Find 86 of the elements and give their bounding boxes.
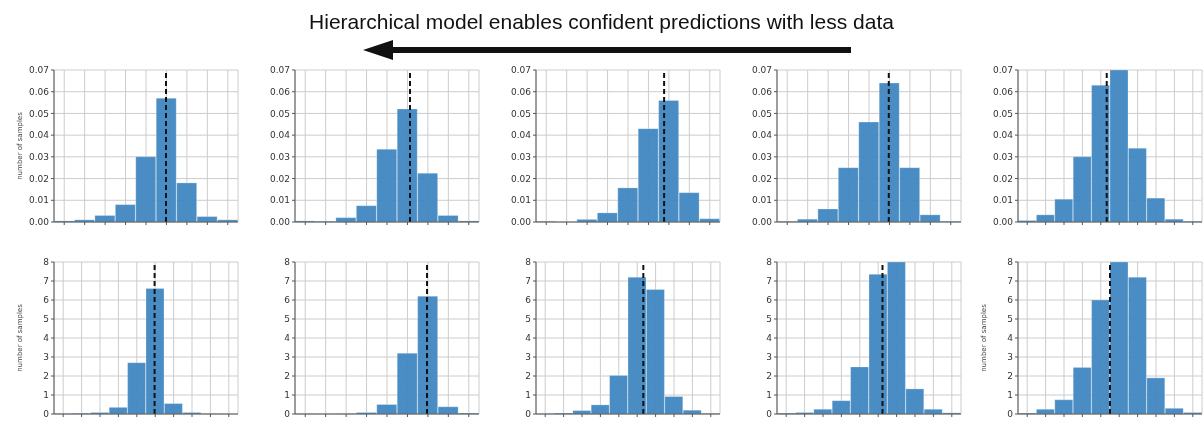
- y-tick-label: 0.06: [28, 86, 50, 97]
- y-tick-label: 3: [766, 352, 772, 363]
- y-tick-label: 6: [43, 295, 50, 306]
- y-tick-label: 0: [284, 409, 291, 420]
- y-tick-label: 0.03: [269, 152, 290, 163]
- y-tick-label: 7: [1007, 276, 1013, 287]
- y-tick-label: 2: [525, 371, 531, 382]
- y-tick-label: 0.05: [751, 108, 772, 119]
- y-tick-label: 0.02: [751, 173, 772, 184]
- y-tick-label: 5: [1007, 314, 1013, 325]
- y-tick-label: 0.07: [992, 65, 1013, 76]
- y-tick-label: 6: [284, 295, 291, 306]
- y-tick-label: 2: [43, 371, 49, 382]
- y-tick-label: 7: [766, 276, 772, 287]
- y-tick-label: 0.00: [28, 217, 50, 228]
- y-tick-label: 0.04: [751, 130, 773, 141]
- y-tick-label: 3: [525, 352, 531, 363]
- y-tick-label: 2: [1007, 371, 1013, 382]
- y-tick-label: 4: [525, 333, 532, 344]
- y-tick-label: 0.07: [28, 65, 49, 76]
- y-tick-label: 0: [766, 409, 773, 420]
- y-tick-label: 0.02: [269, 173, 290, 184]
- y-tick-label: 0.02: [510, 173, 531, 184]
- y-tick-label: 0.05: [510, 108, 531, 119]
- y-tick-label: 0: [1007, 409, 1014, 420]
- y-tick-label: 0.04: [510, 130, 532, 141]
- y-tick-label: 0.05: [28, 108, 49, 119]
- y-tick-label: 0: [43, 409, 50, 420]
- y-tick-label: 1: [766, 390, 772, 401]
- y-tick-label: 0.07: [751, 65, 772, 76]
- y-tick-label: 0.01: [510, 195, 531, 206]
- y-tick-label: 0.06: [751, 86, 773, 97]
- y-tick-label: 8: [43, 257, 50, 268]
- y-tick-label: 6: [766, 295, 773, 306]
- y-tick-label: 0.01: [269, 195, 290, 206]
- y-tick-label: 0.01: [751, 195, 772, 206]
- y-tick-label: 8: [766, 257, 773, 268]
- y-tick-label: 0.06: [992, 86, 1014, 97]
- y-tick-label: 0.00: [510, 217, 532, 228]
- y-tick-label: 0.07: [510, 65, 531, 76]
- y-tick-label: 0.03: [992, 152, 1013, 163]
- y-tick-label: 1: [1007, 390, 1013, 401]
- y-tick-label: 0.01: [992, 195, 1013, 206]
- y-tick-label: 0.07: [269, 65, 290, 76]
- y-tick-label: 1: [284, 390, 290, 401]
- y-tick-label: 0.05: [269, 108, 290, 119]
- y-tick-label: 2: [766, 371, 772, 382]
- y-tick-label: 4: [284, 333, 291, 344]
- y-tick-label: 8: [284, 257, 291, 268]
- y-tick-label: 7: [525, 276, 531, 287]
- y-tick-label: 5: [43, 314, 49, 325]
- y-tick-label: 0.05: [992, 108, 1013, 119]
- y-tick-label: 0.06: [510, 86, 532, 97]
- y-tick-label: 0.04: [992, 130, 1014, 141]
- y-tick-label: 0.01: [28, 195, 49, 206]
- y-tick-label: 0.03: [510, 152, 531, 163]
- y-tick-label: 0.02: [992, 173, 1013, 184]
- y-tick-label: 3: [1007, 352, 1013, 363]
- chart-title: Hierarchical model enables confident predictions with less data: [308, 10, 895, 34]
- y-tick-label: 0.04: [269, 130, 291, 141]
- y-tick-label: 3: [284, 352, 290, 363]
- y-tick-label: 5: [525, 314, 531, 325]
- y-tick-label: 6: [525, 295, 532, 306]
- y-tick-label: 7: [43, 276, 49, 287]
- y-tick-label: 0.04: [28, 130, 50, 141]
- y-tick-label: 5: [766, 314, 772, 325]
- y-tick-label: 3: [43, 352, 49, 363]
- y-tick-label: 0.00: [992, 217, 1014, 228]
- y-tick-label: 4: [766, 333, 773, 344]
- y-tick-label: 0.03: [28, 152, 49, 163]
- y-tick-label: 7: [284, 276, 290, 287]
- y-tick-label: 8: [1007, 257, 1014, 268]
- y-tick-label: 4: [1007, 333, 1014, 344]
- y-tick-label: 1: [525, 390, 531, 401]
- y-tick-label: 0.00: [269, 217, 291, 228]
- y-tick-label: 0.00: [751, 217, 773, 228]
- y-tick-label: 0.02: [28, 173, 49, 184]
- y-tick-label: 5: [284, 314, 290, 325]
- y-tick-label: 0.03: [751, 152, 772, 163]
- y-tick-label: 0: [525, 409, 532, 420]
- y-tick-label: 0.06: [269, 86, 291, 97]
- y-tick-label: 4: [43, 333, 50, 344]
- y-tick-label: 8: [525, 257, 532, 268]
- y-tick-label: 6: [1007, 295, 1014, 306]
- y-tick-label: 2: [284, 371, 290, 382]
- y-tick-label: 1: [43, 390, 49, 401]
